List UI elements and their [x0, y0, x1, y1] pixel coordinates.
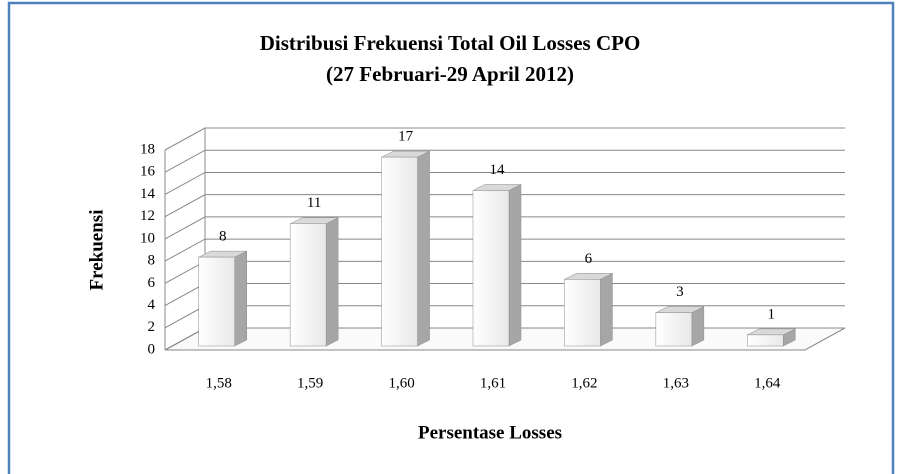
y-tick-label: 4	[148, 297, 156, 313]
bar	[747, 334, 784, 347]
bar	[381, 156, 418, 347]
x-tick-label: 1,61	[480, 375, 506, 391]
x-axis-title: Persentase Losses	[418, 422, 562, 443]
frame	[7, 1, 895, 474]
y-tick-label: 8	[148, 253, 156, 269]
bar-side	[325, 217, 339, 347]
value-label: 1	[768, 306, 776, 322]
y-axis-title: Frekuensi	[86, 210, 107, 291]
x-tick-label: 1,60	[388, 375, 414, 391]
y-tick-label: 10	[140, 230, 155, 246]
value-label: 11	[307, 195, 321, 211]
x-tick-label: 1,64	[754, 375, 781, 391]
bar-side	[691, 306, 705, 347]
value-label: 8	[219, 229, 227, 245]
grid-line	[164, 171, 845, 195]
value-label: 17	[398, 129, 414, 145]
y-tick-label: 0	[148, 341, 156, 357]
x-tick-label: 1,63	[663, 375, 689, 391]
value-label: 14	[490, 162, 506, 178]
y-tick-label: 18	[140, 141, 155, 157]
grid-line	[164, 194, 845, 218]
x-tick-label: 1,58	[206, 375, 232, 391]
bar-side	[508, 184, 522, 347]
bar-side	[600, 272, 613, 347]
grid-line	[164, 216, 845, 240]
value-label: 3	[676, 284, 684, 300]
bar	[472, 190, 510, 347]
y-tick-label: 6	[148, 275, 156, 291]
bar-side	[417, 150, 430, 347]
bar	[655, 312, 693, 347]
y-tick-label: 16	[140, 164, 156, 180]
bar-side	[234, 250, 247, 347]
chart-subtitle: (27 Februari-29 April 2012)	[326, 62, 574, 86]
y-tick-label: 2	[148, 319, 156, 335]
y-tick-label: 14	[140, 186, 156, 202]
grid-line	[164, 149, 845, 173]
value-label: 6	[585, 251, 593, 267]
bar	[289, 223, 327, 347]
grid-line	[164, 238, 845, 262]
x-tick-label: 1,62	[571, 375, 597, 391]
y-tick-label: 12	[140, 208, 155, 224]
bar	[198, 256, 235, 347]
grid-line	[164, 127, 845, 151]
bar	[564, 279, 601, 347]
x-tick-label: 1,59	[297, 375, 323, 391]
chart-title: Distribusi Frekuensi Total Oil Losses CP…	[260, 31, 641, 55]
